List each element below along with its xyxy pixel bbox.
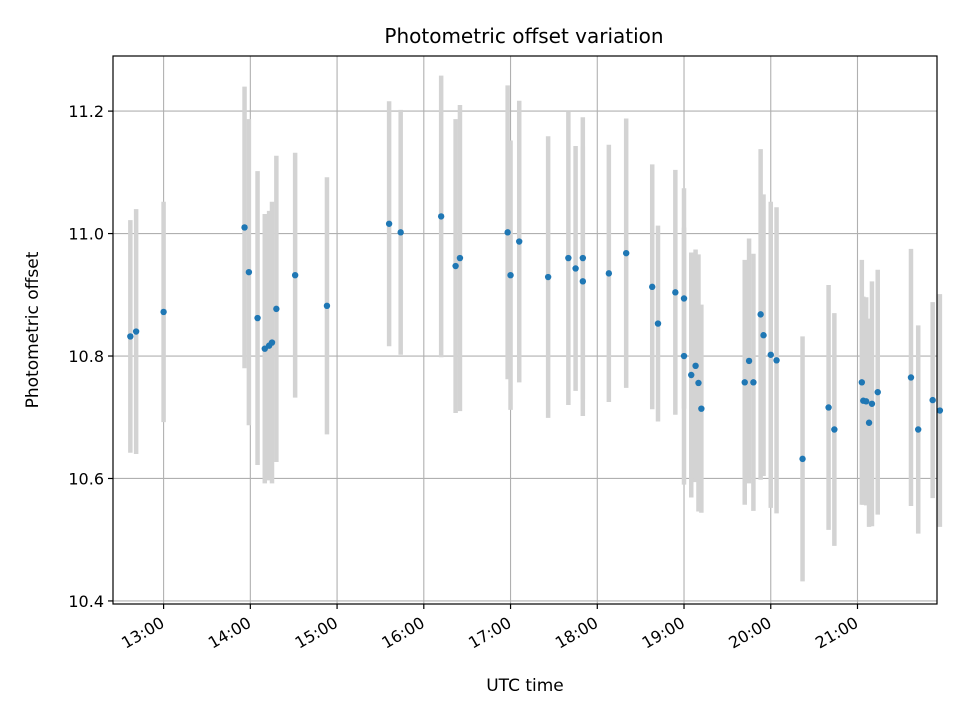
data-point [799, 455, 806, 463]
data-point [160, 308, 167, 316]
data-point [672, 289, 679, 296]
data-point [245, 268, 253, 276]
data-point [127, 333, 134, 340]
data-point [868, 400, 876, 407]
data-point [649, 283, 656, 291]
data-point [680, 295, 688, 302]
data-point [273, 305, 280, 313]
data-point [936, 407, 944, 414]
data-point [254, 314, 261, 322]
y-axis-title: Photometric offset [23, 251, 43, 408]
data-point [456, 254, 464, 262]
data-point [544, 273, 552, 281]
data-point [507, 272, 514, 279]
data-point [831, 426, 838, 433]
x-axis-title: UTC time [486, 676, 564, 696]
data-point [572, 265, 579, 272]
data-point [915, 426, 922, 433]
data-point [323, 302, 331, 310]
data-point [291, 272, 299, 279]
data-point [750, 379, 757, 386]
data-point [907, 374, 915, 381]
data-point [767, 351, 774, 358]
data-point [680, 352, 688, 360]
data-point [929, 396, 936, 404]
data-point [858, 379, 866, 386]
y-axis-ticks: 10.4 10.6 10.8 11.0 11.2 [68, 102, 113, 611]
data-point [516, 238, 523, 245]
y-tick-label: 10.8 [68, 347, 104, 366]
data-point [579, 254, 587, 262]
data-point [565, 254, 572, 262]
y-tick-label: 10.6 [68, 469, 104, 488]
data-point [385, 220, 393, 227]
data-point [757, 311, 764, 318]
data-point [760, 332, 767, 339]
data-point [692, 362, 699, 370]
y-tick-label: 10.4 [68, 592, 104, 611]
data-points [127, 213, 944, 463]
data-point [268, 339, 276, 346]
data-point [688, 371, 695, 379]
y-tick-label: 11.2 [68, 102, 104, 121]
data-point [504, 229, 511, 236]
data-point [741, 379, 748, 386]
data-point [874, 388, 881, 396]
data-point [605, 270, 613, 277]
y-tick-label: 11.0 [68, 225, 104, 244]
data-point [745, 357, 753, 365]
data-point [773, 357, 780, 364]
data-point [132, 328, 140, 335]
data-point [397, 229, 404, 236]
data-point [695, 379, 702, 387]
data-point [865, 419, 873, 426]
data-point [825, 404, 832, 411]
data-point [579, 278, 587, 285]
data-point [437, 213, 445, 220]
data-point [241, 224, 248, 231]
data-point [654, 320, 662, 327]
chart-title: Photometric offset variation [384, 24, 663, 48]
plot-area-frame [112, 55, 938, 605]
data-point [862, 398, 870, 405]
data-point [698, 405, 705, 412]
data-point [452, 262, 459, 270]
data-point [622, 249, 630, 257]
